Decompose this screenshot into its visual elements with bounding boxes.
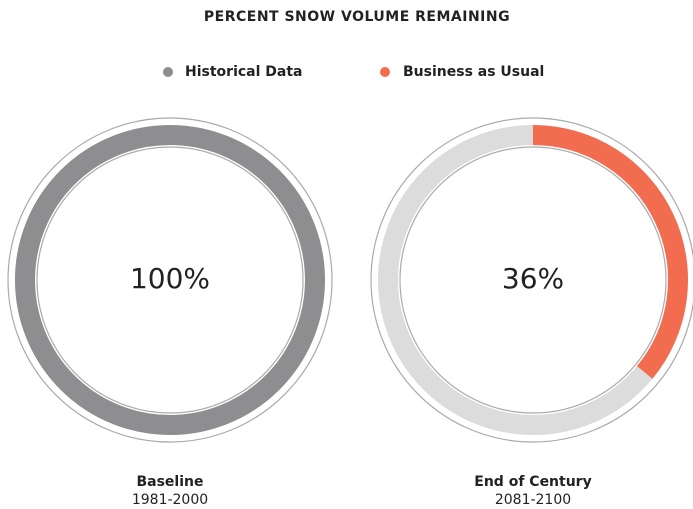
- donut-arc: [532, 125, 688, 379]
- category-label: Baseline: [136, 474, 203, 490]
- inner-ring: [36, 146, 304, 414]
- category-subtitle: 2081-2100: [495, 492, 571, 508]
- outer-ring: [7, 117, 333, 443]
- outer-ring: [370, 117, 693, 443]
- chart-title: PERCENT SNOW VOLUME REMAINING: [204, 9, 510, 25]
- legend-dot: [163, 67, 173, 77]
- donut-arc: [15, 125, 325, 435]
- category-label: End of Century: [474, 474, 591, 490]
- center-label: 100%: [130, 262, 210, 295]
- legend-label: Historical Data: [185, 64, 303, 80]
- center-label: 36%: [502, 262, 564, 295]
- category-subtitle: 1981-2000: [132, 492, 208, 508]
- inner-ring: [399, 146, 667, 414]
- legend-dot: [380, 67, 390, 77]
- legend-label: Business as Usual: [403, 64, 544, 80]
